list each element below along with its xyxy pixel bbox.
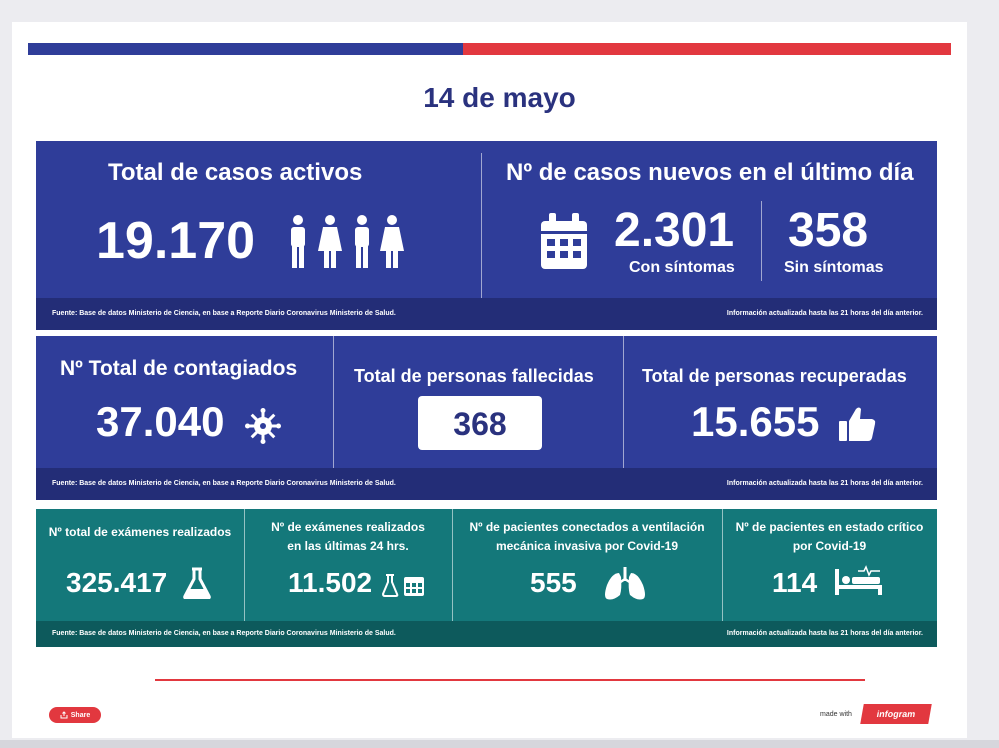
top-source-note: Fuente: Base de datos Ministerio de Cien… (52, 310, 396, 317)
bottom-panel: Nº total de exámenes realizados 325.417 … (36, 509, 937, 647)
middle-divider-1 (333, 336, 334, 468)
top-panel: Total de casos activos 19.170 Nº de caso… (36, 141, 937, 330)
bottom-divider-3 (722, 509, 723, 621)
lungs-icon (602, 567, 648, 601)
top-footer: Fuente: Base de datos Ministerio de Cien… (36, 298, 937, 330)
infected-value: 37.040 (96, 398, 225, 445)
active-cases-value: 19.170 (96, 212, 256, 270)
flask-calendar-icon (382, 573, 426, 597)
exams24-title-line1: Nº de exámenes realizados (271, 520, 425, 534)
recovered-title: Total de personas recuperadas (642, 366, 907, 386)
ventilation-title-line2: mecánica invasiva por Covid-19 (495, 539, 679, 553)
ventilation-value: 555 (530, 567, 577, 598)
infected-title: Nº Total de contagiados (60, 357, 298, 380)
flag-stripe-red (463, 43, 951, 55)
middle-divider-2 (623, 336, 624, 468)
hospital-bed-icon (834, 565, 884, 597)
calendar-icon (539, 213, 589, 271)
new-cases-divider (761, 201, 762, 281)
infogram-brand-text: infogram (875, 709, 917, 719)
exams-value: 325.417 (66, 567, 168, 598)
new-cases-title: Nº de casos nuevos en el último día (506, 159, 914, 186)
critical-title-line1: Nº de pacientes en estado crítico (735, 520, 924, 534)
deaths-title: Total de personas fallecidas (354, 366, 594, 386)
middle-footer: Fuente: Base de datos Ministerio de Cien… (36, 468, 937, 500)
bottom-source-note: Fuente: Base de datos Ministerio de Cien… (52, 630, 396, 637)
thumbs-up-icon (838, 406, 876, 442)
recovered-value: 15.655 (691, 398, 820, 445)
date-title: 14 de mayo (423, 82, 576, 113)
person-icon (291, 215, 404, 268)
symptomatic-value: 2.301 (614, 204, 735, 257)
bottom-footer: Fuente: Base de datos Ministerio de Cien… (36, 621, 937, 647)
virus-icon (245, 408, 281, 444)
critical-value: 114 (772, 567, 818, 598)
asymptomatic-value: 358 (788, 204, 869, 257)
exams24-title-line2: en las últimas 24 hrs. (287, 539, 409, 553)
share-button[interactable]: Share (49, 707, 101, 723)
middle-source-note: Fuente: Base de datos Ministerio de Cien… (52, 480, 396, 487)
active-cases-title: Total de casos activos (108, 159, 363, 186)
share-icon (60, 711, 68, 719)
exams-title: Nº total de exámenes realizados (48, 525, 232, 539)
ventilation-title-line1: Nº de pacientes conectados a ventilación (469, 520, 705, 534)
deaths-value-box (418, 396, 542, 450)
bottom-scroll-strip (0, 740, 999, 748)
exams24-value: 11.502 (288, 567, 373, 598)
top-divider (481, 153, 482, 298)
red-divider-line (155, 679, 865, 681)
share-label: Share (70, 711, 91, 719)
flag-stripe-blue (28, 43, 463, 55)
flask-icon (182, 567, 212, 599)
infogram-logo-link[interactable]: infogram (860, 704, 932, 724)
asymptomatic-label: Sin síntomas (784, 259, 884, 276)
bottom-update-note: Información actualizada hasta las 21 hor… (726, 630, 923, 637)
people-icons (286, 215, 406, 269)
middle-update-note: Información actualizada hasta las 21 hor… (726, 480, 923, 487)
symptomatic-label: Con síntomas (629, 259, 735, 276)
deaths-value: 368 (453, 406, 507, 442)
bottom-divider-1 (244, 509, 245, 621)
made-with-label: made with (820, 711, 852, 718)
top-update-note: Información actualizada hasta las 21 hor… (726, 310, 923, 317)
middle-panel: Nº Total de contagiados 37.040 Total de … (36, 336, 937, 500)
bottom-divider-2 (452, 509, 453, 621)
critical-title-line2: por Covid-19 (792, 539, 867, 553)
